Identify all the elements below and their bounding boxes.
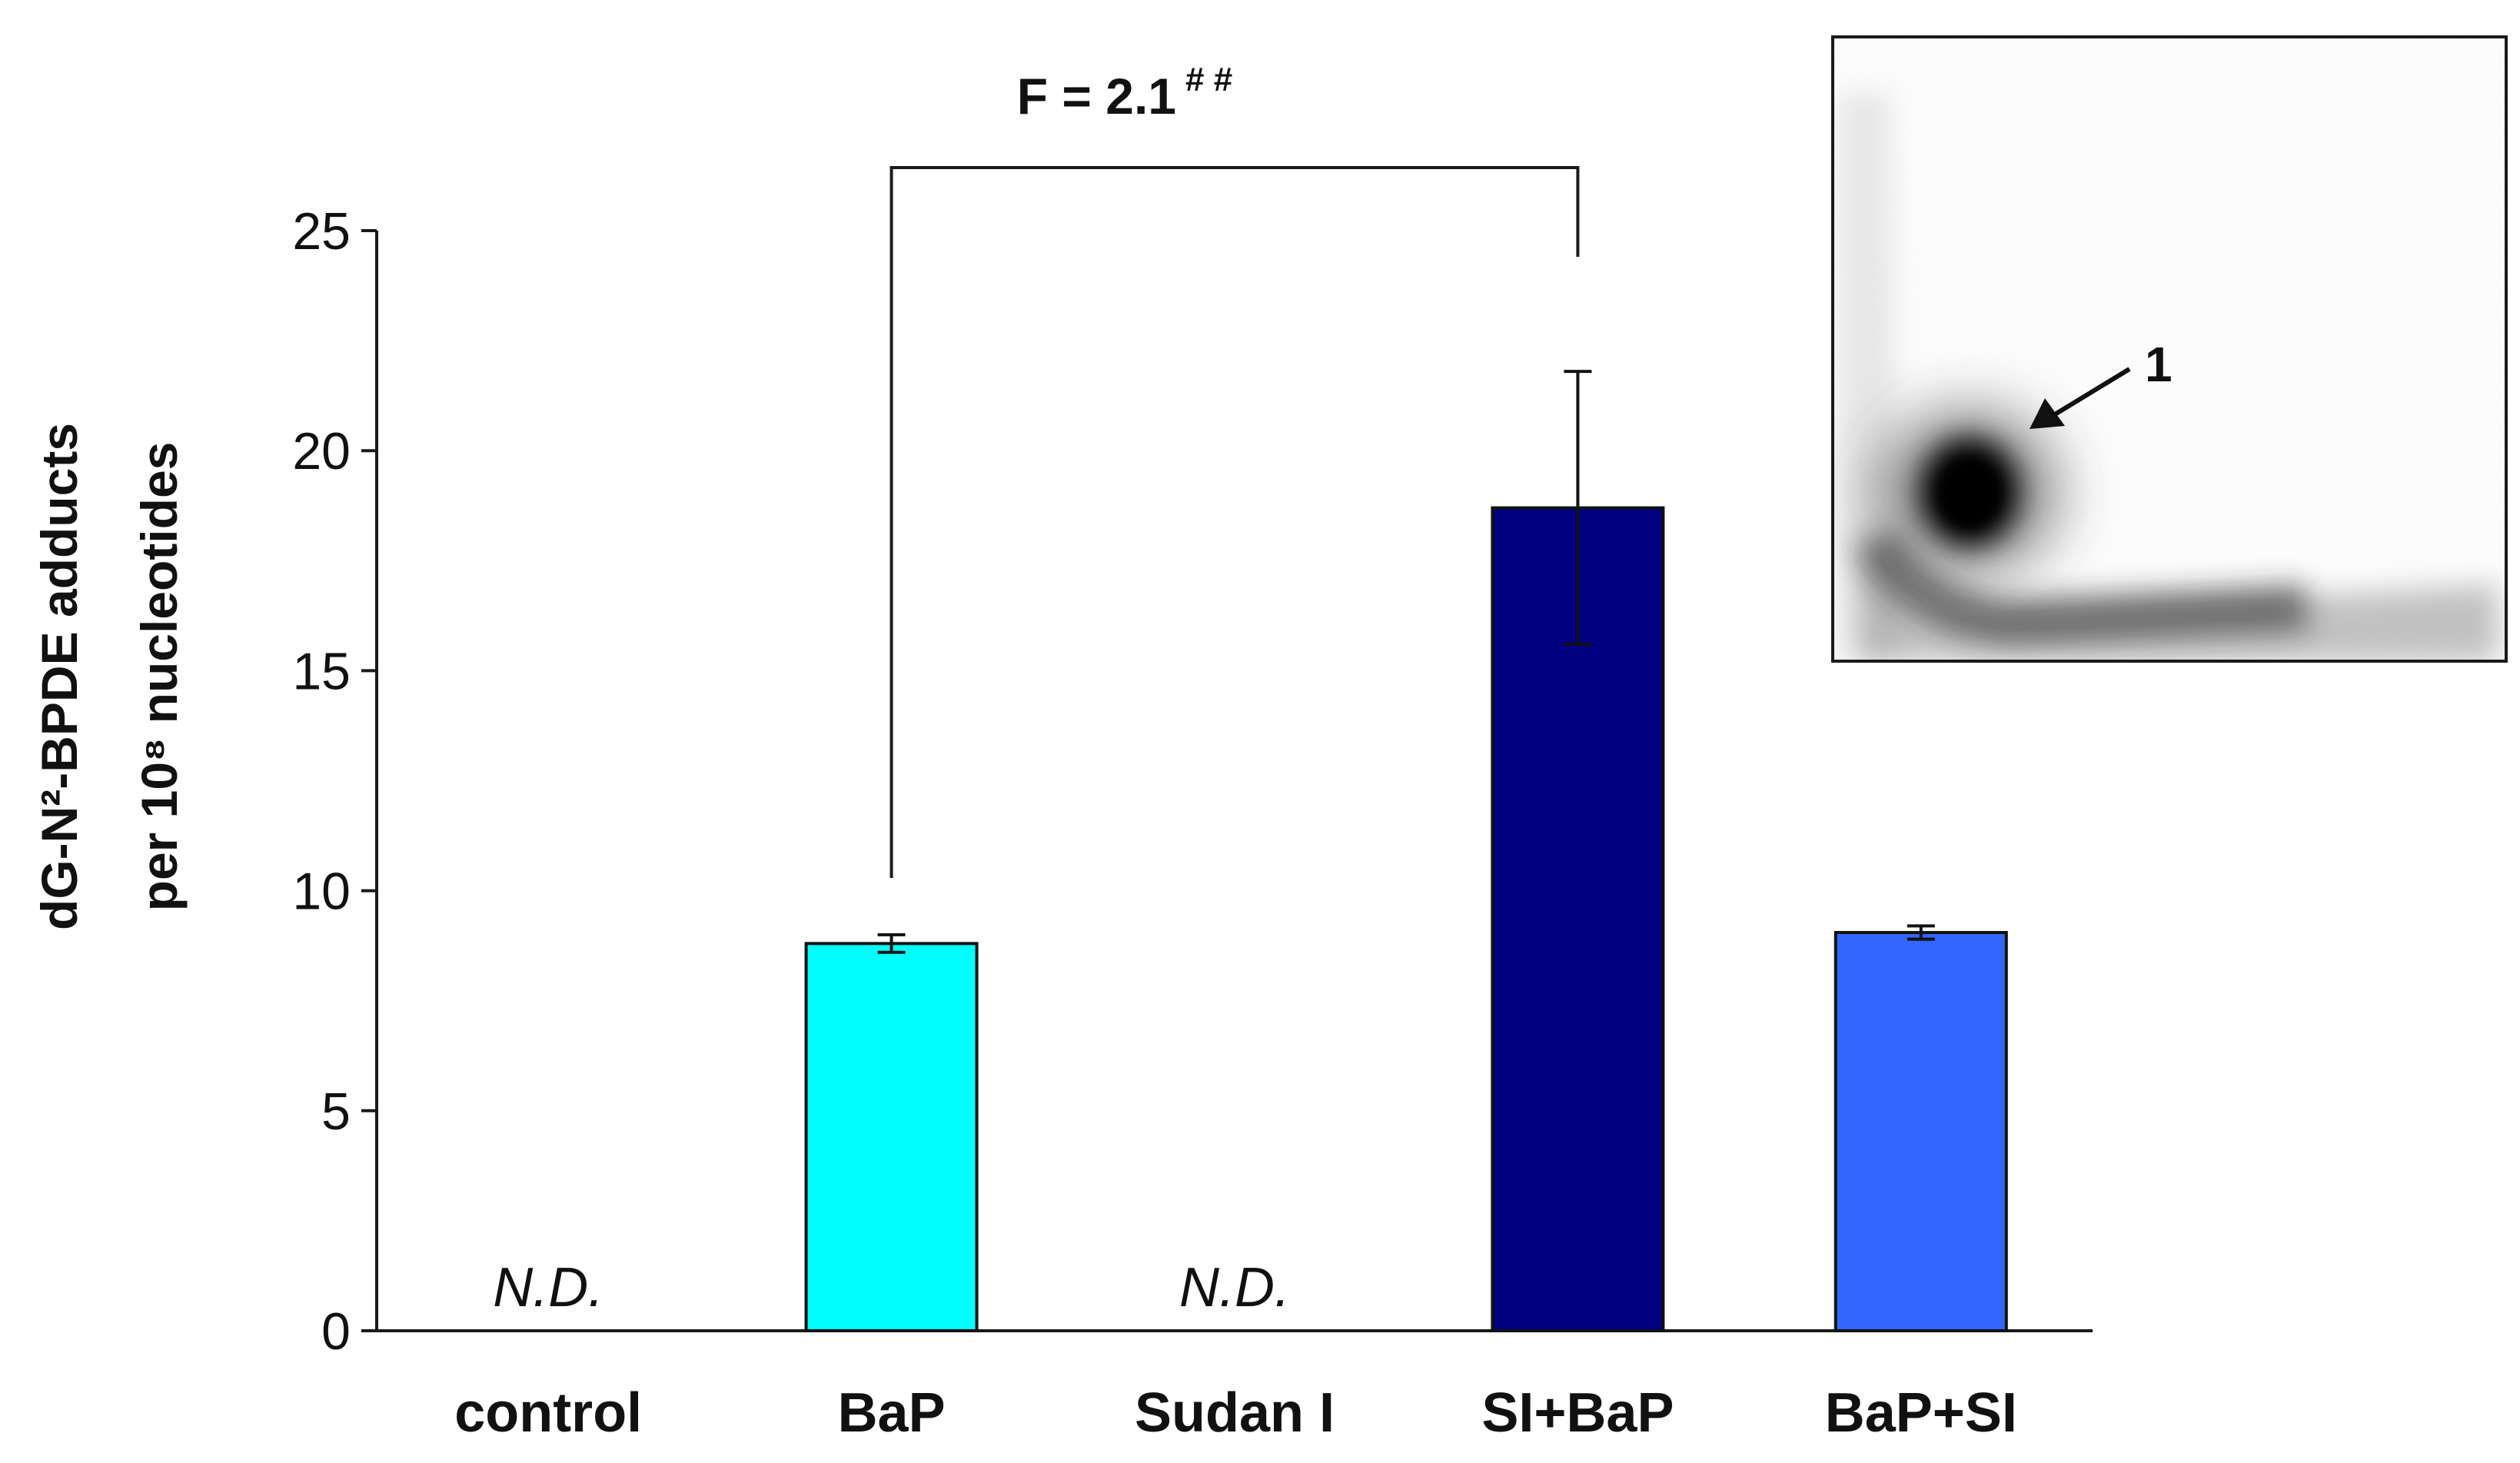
- y-tick-label: 5: [321, 1082, 351, 1141]
- inset-arrow-shaft: [2050, 367, 2131, 419]
- inset-frame: [1831, 35, 2508, 663]
- y-axis-label-line2: per 10⁸ nucleotides: [131, 442, 188, 912]
- x-tick-label: BaP+SI: [1825, 1382, 2017, 1444]
- y-tick-label: 0: [321, 1302, 351, 1361]
- significance-annotation: F = 2.1: [1017, 68, 1176, 125]
- inset-spot-label: 1: [2145, 337, 2173, 392]
- y-tick-label: 25: [292, 202, 351, 261]
- x-tick-label: SI+BaP: [1481, 1382, 1674, 1444]
- x-tick-label: BaP: [838, 1382, 946, 1444]
- x-tick-labels: control BaP Sudan I SI+BaP BaP+SI: [454, 1382, 2017, 1444]
- x-tick-label: control: [454, 1382, 642, 1444]
- y-tick-label: 10: [292, 863, 351, 921]
- significance-marker: # #: [1185, 61, 1232, 98]
- error-bars: [877, 370, 1935, 954]
- value-label-nd: N.D.: [1179, 1257, 1290, 1318]
- y-ticks: 0 5 10 15 20 25: [292, 202, 377, 1361]
- y-axis-label-line1: dG-N²-BPDE adducts: [31, 423, 88, 930]
- y-tick-label: 15: [292, 642, 351, 700]
- y-tick-label: 20: [292, 422, 351, 480]
- value-labels: N.D. N.D.: [493, 1257, 1290, 1318]
- value-label-nd: N.D.: [493, 1257, 603, 1318]
- significance-bracket: [889, 166, 1580, 878]
- bar-bap: [804, 942, 979, 1332]
- inset-autoradiograph: [1833, 37, 2506, 661]
- inset-arrow-head: [2030, 398, 2065, 429]
- bar-bap-si: [1833, 930, 2008, 1332]
- x-tick-label: Sudan I: [1135, 1382, 1335, 1444]
- bars: [804, 506, 2008, 1332]
